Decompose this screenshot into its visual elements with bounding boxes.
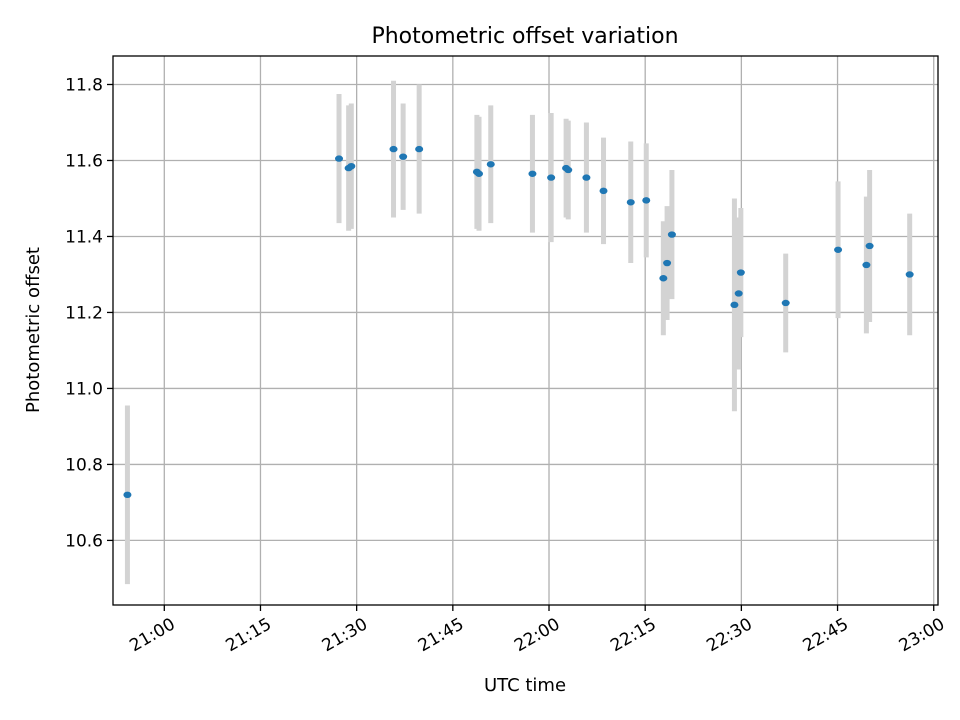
y-tick-label: 11.4 [65, 227, 103, 247]
data-point [865, 242, 874, 250]
y-tick-label: 11.2 [65, 303, 103, 323]
y-tick-label: 11.0 [65, 379, 103, 399]
data-point [399, 153, 408, 160]
data-point [667, 231, 676, 238]
data-point [626, 199, 635, 206]
data-point [475, 170, 484, 177]
y-axis-label: Photometric offset [23, 247, 44, 413]
plot-frame [112, 55, 939, 606]
data-point [123, 491, 132, 499]
data-points [123, 145, 914, 499]
data-point [834, 246, 843, 253]
data-point [736, 269, 745, 276]
data-point [659, 275, 668, 282]
y-tick-label: 11.8 [65, 75, 103, 95]
y-tick-label: 10.6 [65, 531, 103, 551]
y-tick-label: 11.6 [65, 151, 103, 171]
data-point [564, 166, 573, 174]
x-axis-label: UTC time [484, 675, 566, 696]
data-point [905, 271, 914, 278]
data-point [528, 170, 537, 177]
data-point [486, 161, 495, 168]
chart-title: Photometric offset variation [371, 24, 678, 49]
data-point [347, 162, 356, 170]
data-point [335, 155, 344, 162]
data-point [862, 261, 871, 269]
data-point [547, 174, 556, 181]
data-point [781, 299, 790, 307]
data-point [389, 145, 398, 153]
data-point [734, 290, 743, 297]
data-point [642, 197, 651, 204]
data-point [599, 187, 608, 195]
data-point [415, 145, 424, 153]
y-tick-label: 10.8 [65, 455, 103, 475]
data-point [663, 259, 672, 267]
y-axis: 10.6 10.8 11.0 11.2 11.4 11.6 11.8 [65, 75, 113, 551]
data-point [582, 174, 591, 181]
data-point [730, 301, 739, 309]
